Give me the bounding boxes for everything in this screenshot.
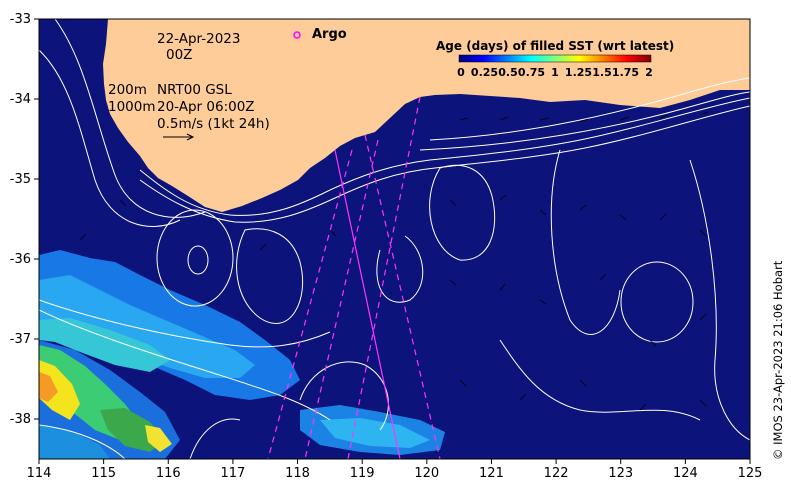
product-line-2: 20-Apr 06:00Z <box>157 99 255 115</box>
argo-marker <box>293 31 301 39</box>
sst-age-patches <box>39 250 445 459</box>
legend-title: Age (days) of filled SST (wrt latest) <box>436 39 674 53</box>
lon-tick-label: 114 <box>27 466 52 481</box>
legend-ticks: 0 0.25 0.5 0.75 1 1.25 1.5 1.75 2 <box>457 66 653 79</box>
current-vectors <box>79 111 709 411</box>
credit-text: © IMOS 23-Apr-2023 21:06 Hobart <box>771 260 785 460</box>
lat-tick-label: -33 <box>10 12 31 27</box>
lon-tick-label: 117 <box>220 466 245 481</box>
legend-tick-label: 1.5 <box>592 66 612 79</box>
legend-colorbar <box>458 54 652 63</box>
lat-tick-label: -35 <box>10 172 31 187</box>
lon-tick-label: 116 <box>156 466 181 481</box>
track-lines <box>267 96 441 459</box>
contour-label-1000m: 1000m <box>108 99 156 115</box>
lon-tick-label: 124 <box>673 466 698 481</box>
lat-tick-label: -34 <box>10 92 31 107</box>
date-line-2: 00Z <box>166 47 192 63</box>
lon-tick-label: 120 <box>414 466 439 481</box>
lon-tick-label: 118 <box>285 466 310 481</box>
lon-tick-label: 121 <box>479 466 504 481</box>
velocity-scale-text: 0.5m/s (1kt 24h) <box>157 116 270 132</box>
ssh-contours <box>39 19 750 459</box>
legend-tick-label: 1 <box>551 66 559 79</box>
product-line-1: NRT00 GSL <box>157 82 232 98</box>
legend-tick-label: 2 <box>645 66 653 79</box>
legend-tick-label: 1.25 <box>565 66 592 79</box>
contour-label-200m: 200m <box>108 82 147 98</box>
lat-tick-label: -37 <box>10 332 31 347</box>
latitude-axis: -33 -34 -35 -36 -37 -38 <box>10 12 39 427</box>
legend-tick-label: 1.75 <box>612 66 639 79</box>
longitude-axis: 114 115 116 117 118 119 120 121 122 123 124 125 <box>27 459 763 481</box>
plot-frame <box>38 18 751 460</box>
lon-tick-label: 125 <box>738 466 763 481</box>
lon-tick-label: 123 <box>608 466 633 481</box>
lon-tick-label: 115 <box>91 466 116 481</box>
legend-tick-label: 0.75 <box>518 66 545 79</box>
lat-tick-label: -38 <box>10 412 31 427</box>
land <box>103 19 750 212</box>
legend-tick-label: 0.25 <box>471 66 498 79</box>
argo-label: Argo <box>312 27 347 42</box>
legend-tick-label: 0.5 <box>498 66 518 79</box>
lon-tick-label: 122 <box>544 466 569 481</box>
lon-tick-label: 119 <box>350 466 375 481</box>
velocity-scale-arrow <box>163 133 195 141</box>
lat-tick-label: -36 <box>10 252 31 267</box>
date-line-1: 22-Apr-2023 <box>157 31 240 47</box>
legend-tick-label: 0 <box>457 66 465 79</box>
